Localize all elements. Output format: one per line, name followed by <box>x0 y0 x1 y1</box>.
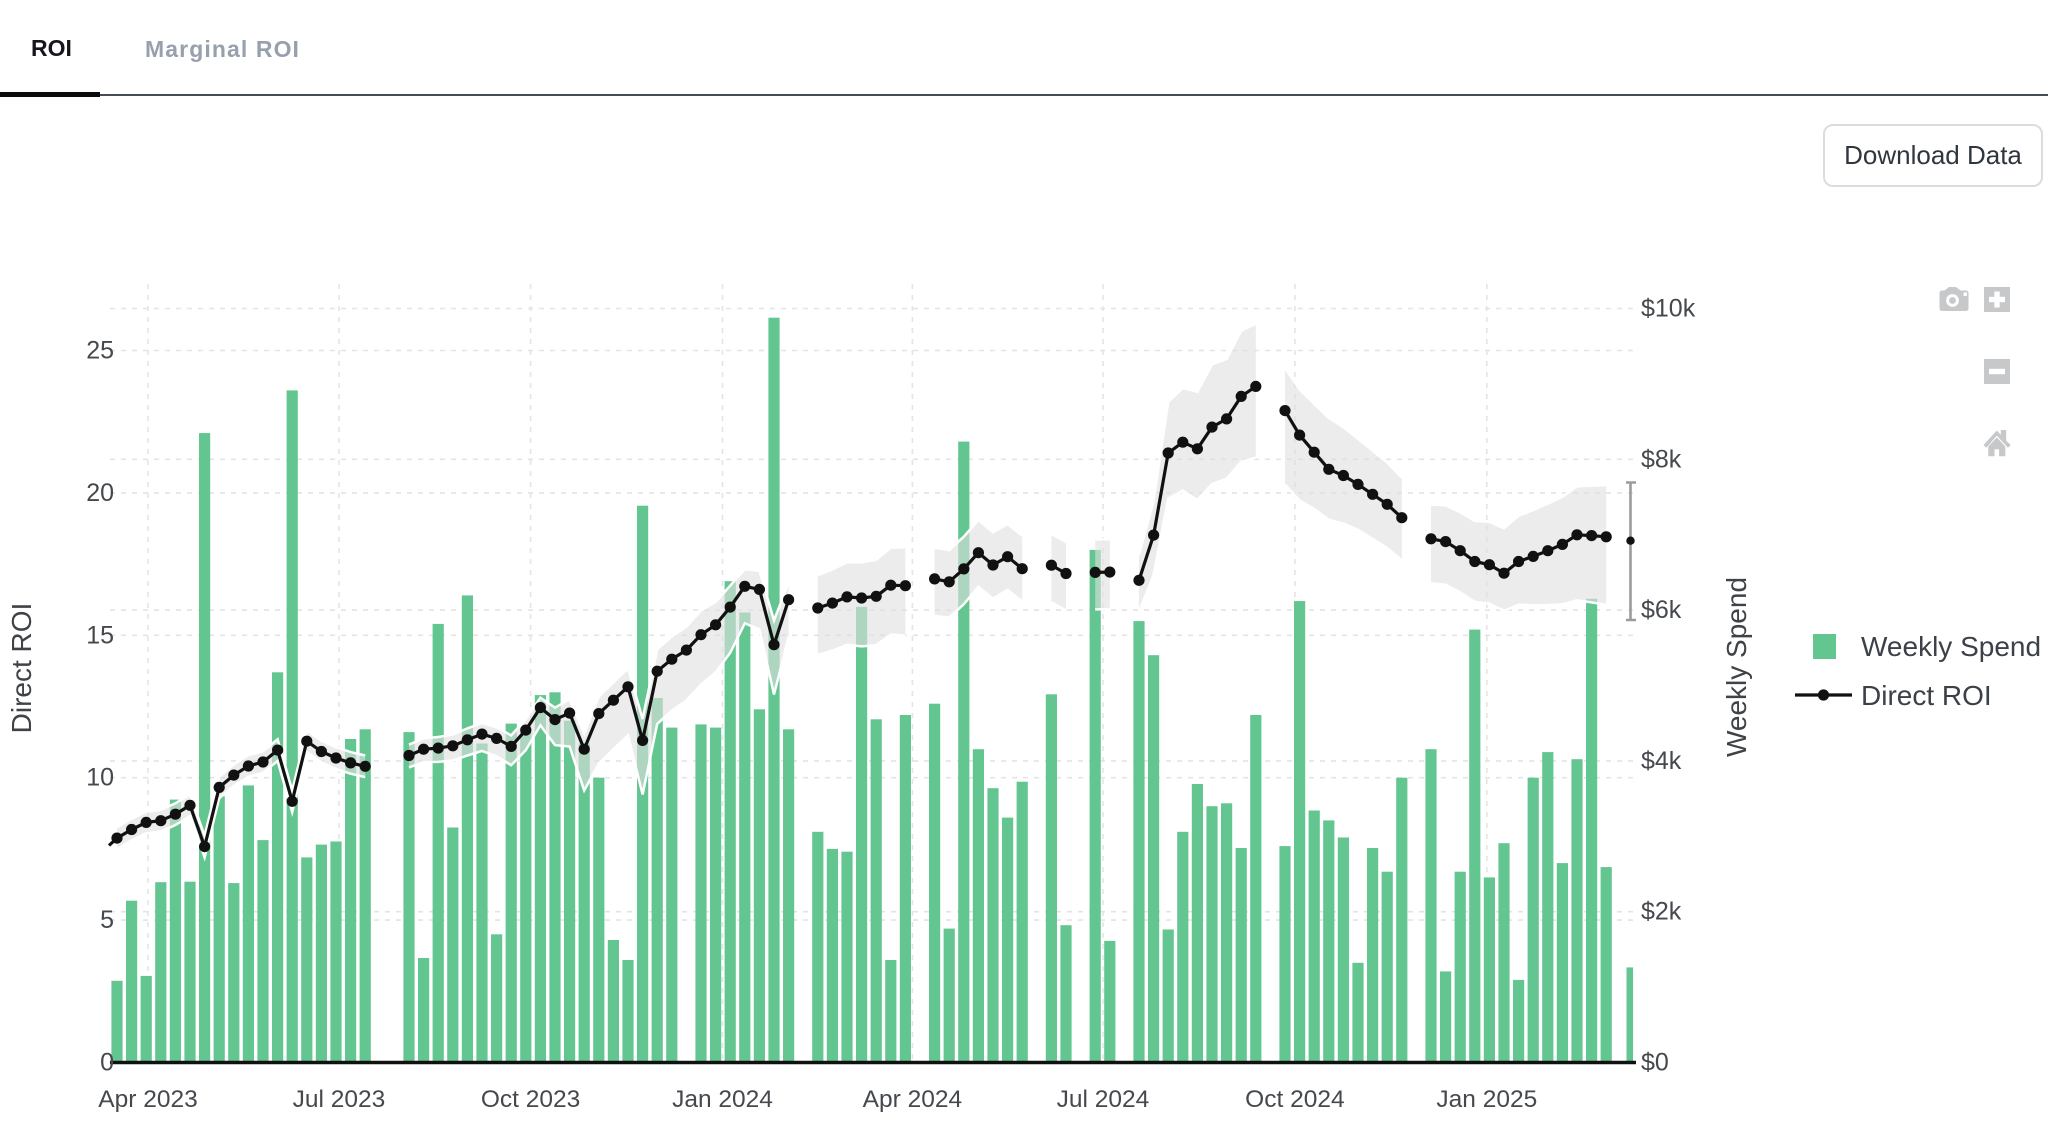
svg-text:Weekly Spend: Weekly Spend <box>1721 577 1752 757</box>
svg-text:Direct ROI: Direct ROI <box>1861 680 1992 711</box>
svg-text:Apr 2023: Apr 2023 <box>98 1086 197 1113</box>
svg-text:Jul 2024: Jul 2024 <box>1057 1086 1150 1113</box>
svg-text:Jan 2025: Jan 2025 <box>1436 1086 1537 1113</box>
svg-text:$0: $0 <box>1641 1049 1669 1077</box>
svg-text:Jan 2024: Jan 2024 <box>672 1086 773 1113</box>
svg-text:Direct ROI: Direct ROI <box>6 603 37 734</box>
svg-text:5: 5 <box>100 906 114 934</box>
svg-text:$10k: $10k <box>1641 295 1696 323</box>
svg-text:10: 10 <box>86 764 114 792</box>
svg-text:25: 25 <box>86 337 114 365</box>
svg-text:Apr 2024: Apr 2024 <box>863 1086 962 1113</box>
svg-text:Oct 2023: Oct 2023 <box>481 1086 580 1113</box>
svg-text:0: 0 <box>100 1049 114 1077</box>
svg-text:20: 20 <box>86 479 114 507</box>
svg-text:15: 15 <box>86 621 114 649</box>
svg-text:$8k: $8k <box>1641 445 1682 473</box>
svg-text:Jul 2023: Jul 2023 <box>293 1086 386 1113</box>
svg-text:$6k: $6k <box>1641 596 1682 624</box>
svg-text:Oct 2024: Oct 2024 <box>1245 1086 1344 1113</box>
svg-text:$4k: $4k <box>1641 747 1682 775</box>
svg-text:Weekly Spend: Weekly Spend <box>1861 631 2041 662</box>
svg-text:$2k: $2k <box>1641 898 1682 926</box>
